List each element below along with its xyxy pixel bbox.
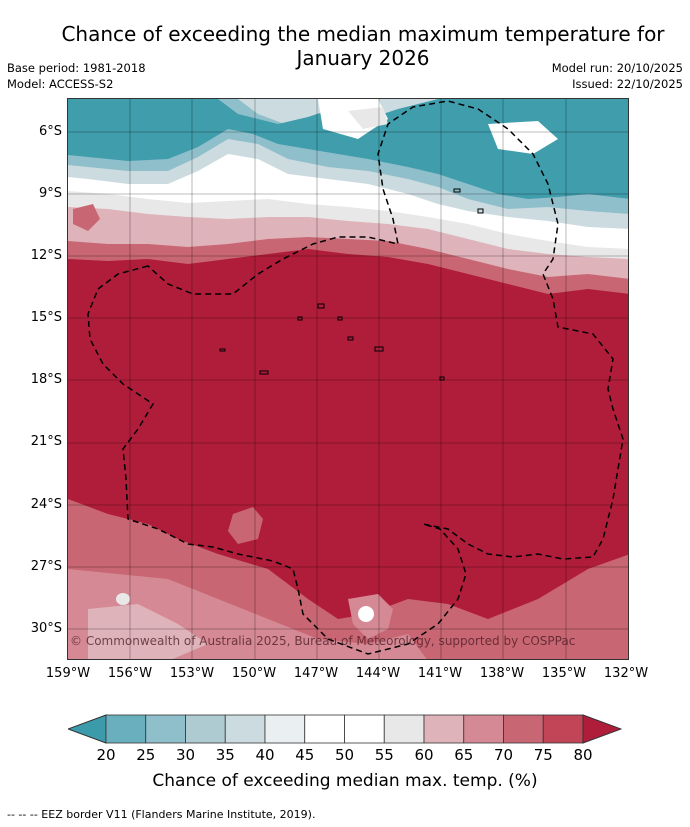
meta-right: Model run: 20/10/2025 Issued: 22/10/2025 <box>552 60 683 92</box>
colorbar-cell <box>224 714 266 744</box>
lat-label: 12°S <box>30 248 62 263</box>
lat-label: 18°S <box>30 372 62 387</box>
colorbar-tick-label: 75 <box>533 746 553 764</box>
colorbar-cell <box>344 714 385 744</box>
lon-label: 144°W <box>355 666 401 681</box>
lon-label: 132°W <box>603 666 649 681</box>
graticule <box>68 99 628 659</box>
lat-label: 6°S <box>38 124 62 139</box>
title-line-2: January 2026 <box>296 46 430 70</box>
colorbar-cell <box>145 714 186 744</box>
colorbar-extend-low <box>68 714 107 744</box>
lon-label: 147°W <box>293 666 339 681</box>
map-area[interactable] <box>67 98 629 660</box>
lat-label: 21°S <box>30 434 62 449</box>
meta-left: Base period: 1981-2018 Model: ACCESS-S2 <box>7 60 146 92</box>
southern-patch-white <box>358 606 374 622</box>
issued-date: Issued: 22/10/2025 <box>572 77 683 91</box>
colorbar-cell <box>503 714 544 744</box>
colorbar-cells <box>105 714 584 744</box>
map-svg <box>68 99 628 659</box>
copyright-text: © Commonwealth of Australia 2025, Bureau… <box>70 634 576 648</box>
colorbar-cell <box>423 714 465 744</box>
lon-label: 150°W <box>231 666 277 681</box>
colorbar-cell <box>105 714 147 744</box>
colorbar-cell <box>264 714 306 744</box>
colorbar-cell <box>304 714 345 744</box>
lon-label: 159°W <box>45 666 91 681</box>
model-name: Model: ACCESS-S2 <box>7 77 114 91</box>
colorbar-tick-label: 50 <box>334 746 355 764</box>
map-title: Chance of exceeding the median maximum t… <box>25 22 690 70</box>
lat-label: 24°S <box>30 497 62 512</box>
title-line-1: Chance of exceeding the median maximum t… <box>61 22 665 46</box>
lon-label: 153°W <box>169 666 215 681</box>
colorbar-tick-label: 20 <box>96 746 116 764</box>
colorbar-extend-high <box>582 714 622 744</box>
west-red-patch <box>73 204 100 231</box>
northern-grey-patch <box>348 107 388 129</box>
eez-footnote: -- -- -- EEZ border V11 (Flanders Marine… <box>7 808 316 821</box>
colorbar-tick-label: 45 <box>295 746 315 764</box>
eez-border <box>87 100 624 655</box>
colorbar-tick-label: 60 <box>414 746 434 764</box>
islands <box>219 188 484 381</box>
colorbar-cell <box>383 714 425 744</box>
colorbar-cell <box>185 714 226 744</box>
lon-label: 141°W <box>417 666 463 681</box>
central-south-patch <box>228 507 263 544</box>
colorbar-tick-label: 65 <box>454 746 474 764</box>
colorbar-tick-label: 55 <box>374 746 394 764</box>
colorbar-tick-label: 35 <box>215 746 235 764</box>
colorbar-tick-label: 70 <box>493 746 514 764</box>
base-period: Base period: 1981-2018 <box>7 61 146 75</box>
lat-label: 30°S <box>30 621 62 636</box>
colorbar-label: Chance of exceeding median max. temp. (%… <box>152 771 538 791</box>
colorbar-tick-label: 30 <box>175 746 196 764</box>
colorbar <box>68 714 622 744</box>
lat-label: 27°S <box>30 559 62 574</box>
colorbar-cell <box>463 714 504 744</box>
colorbar-tick-label: 40 <box>255 746 275 764</box>
model-run: Model run: 20/10/2025 <box>551 61 683 75</box>
northern-white-patch-2 <box>488 121 558 154</box>
lat-label: 9°S <box>38 186 62 201</box>
colorbar-cell <box>542 714 584 744</box>
colorbar-tick-label: 80 <box>573 746 593 764</box>
southern-patch-grey <box>116 593 130 605</box>
lon-label: 135°W <box>541 666 587 681</box>
lat-label: 15°S <box>30 310 62 325</box>
lon-label: 138°W <box>479 666 525 681</box>
southern-patch-60 <box>88 604 208 659</box>
lon-label: 156°W <box>107 666 153 681</box>
colorbar-tick-label: 25 <box>136 746 156 764</box>
